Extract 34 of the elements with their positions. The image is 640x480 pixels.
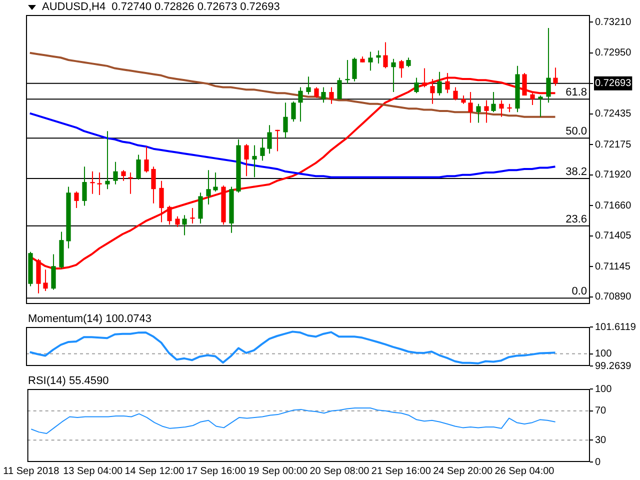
y-tick-label: 0.71145 — [595, 261, 631, 272]
y-tick-label: 0.73210 — [595, 16, 632, 28]
y-tick-label: 0.71920 — [595, 170, 632, 181]
x-tick-label: 20 Sep 08:00 — [310, 466, 370, 477]
annotation: 61.8 — [566, 86, 587, 99]
annotation: 23.6 — [566, 213, 587, 226]
x-tick-label: 14 Sep 12:00 — [124, 466, 185, 477]
x-tick-label: 17 Sep 16:00 — [186, 466, 246, 477]
y-tick-label: 0 — [595, 456, 601, 468]
x-tick-label: 21 Sep 16:00 — [371, 466, 432, 477]
y-tick-label: 100 — [595, 384, 612, 395]
x-tick-label: 19 Sep 00:00 — [248, 466, 308, 477]
annotation: 38.2 — [566, 166, 587, 178]
annotation: 0.0 — [572, 286, 587, 298]
annotation: 50.0 — [566, 126, 587, 138]
y-tick-label: 0.72950 — [595, 48, 632, 59]
x-tick-label: 26 Sep 04:00 — [494, 466, 555, 477]
y-tick-label: 100 — [595, 348, 612, 360]
y-tick-label: 0.70890 — [595, 292, 632, 303]
x-tick-label: 11 Sep 2018 — [3, 466, 60, 477]
x-tick-label: 24 Sep 20:00 — [433, 466, 494, 477]
chart-title: Momentum(14) 100.0743 — [28, 313, 152, 325]
y-tick-label: 0.72435 — [595, 108, 632, 120]
y-tick-label: 0.71660 — [595, 200, 632, 212]
y-tick-label: 0.72693 — [595, 78, 632, 90]
y-tick-label: 70 — [595, 406, 607, 417]
chart-title: AUDUSD,H4 0.72740 0.72826 0.72673 0.72693 — [42, 1, 280, 13]
y-tick-label: 0.71405 — [595, 230, 632, 242]
y-tick-label: 99.2639 — [595, 360, 632, 372]
y-tick-label: 0.72175 — [595, 139, 632, 150]
y-tick-label: 101.6119 — [595, 322, 636, 333]
x-tick-label: 13 Sep 04:00 — [63, 466, 124, 477]
chart-title: RSI(14) 55.4590 — [28, 375, 109, 387]
y-tick-label: 30 — [595, 434, 607, 446]
